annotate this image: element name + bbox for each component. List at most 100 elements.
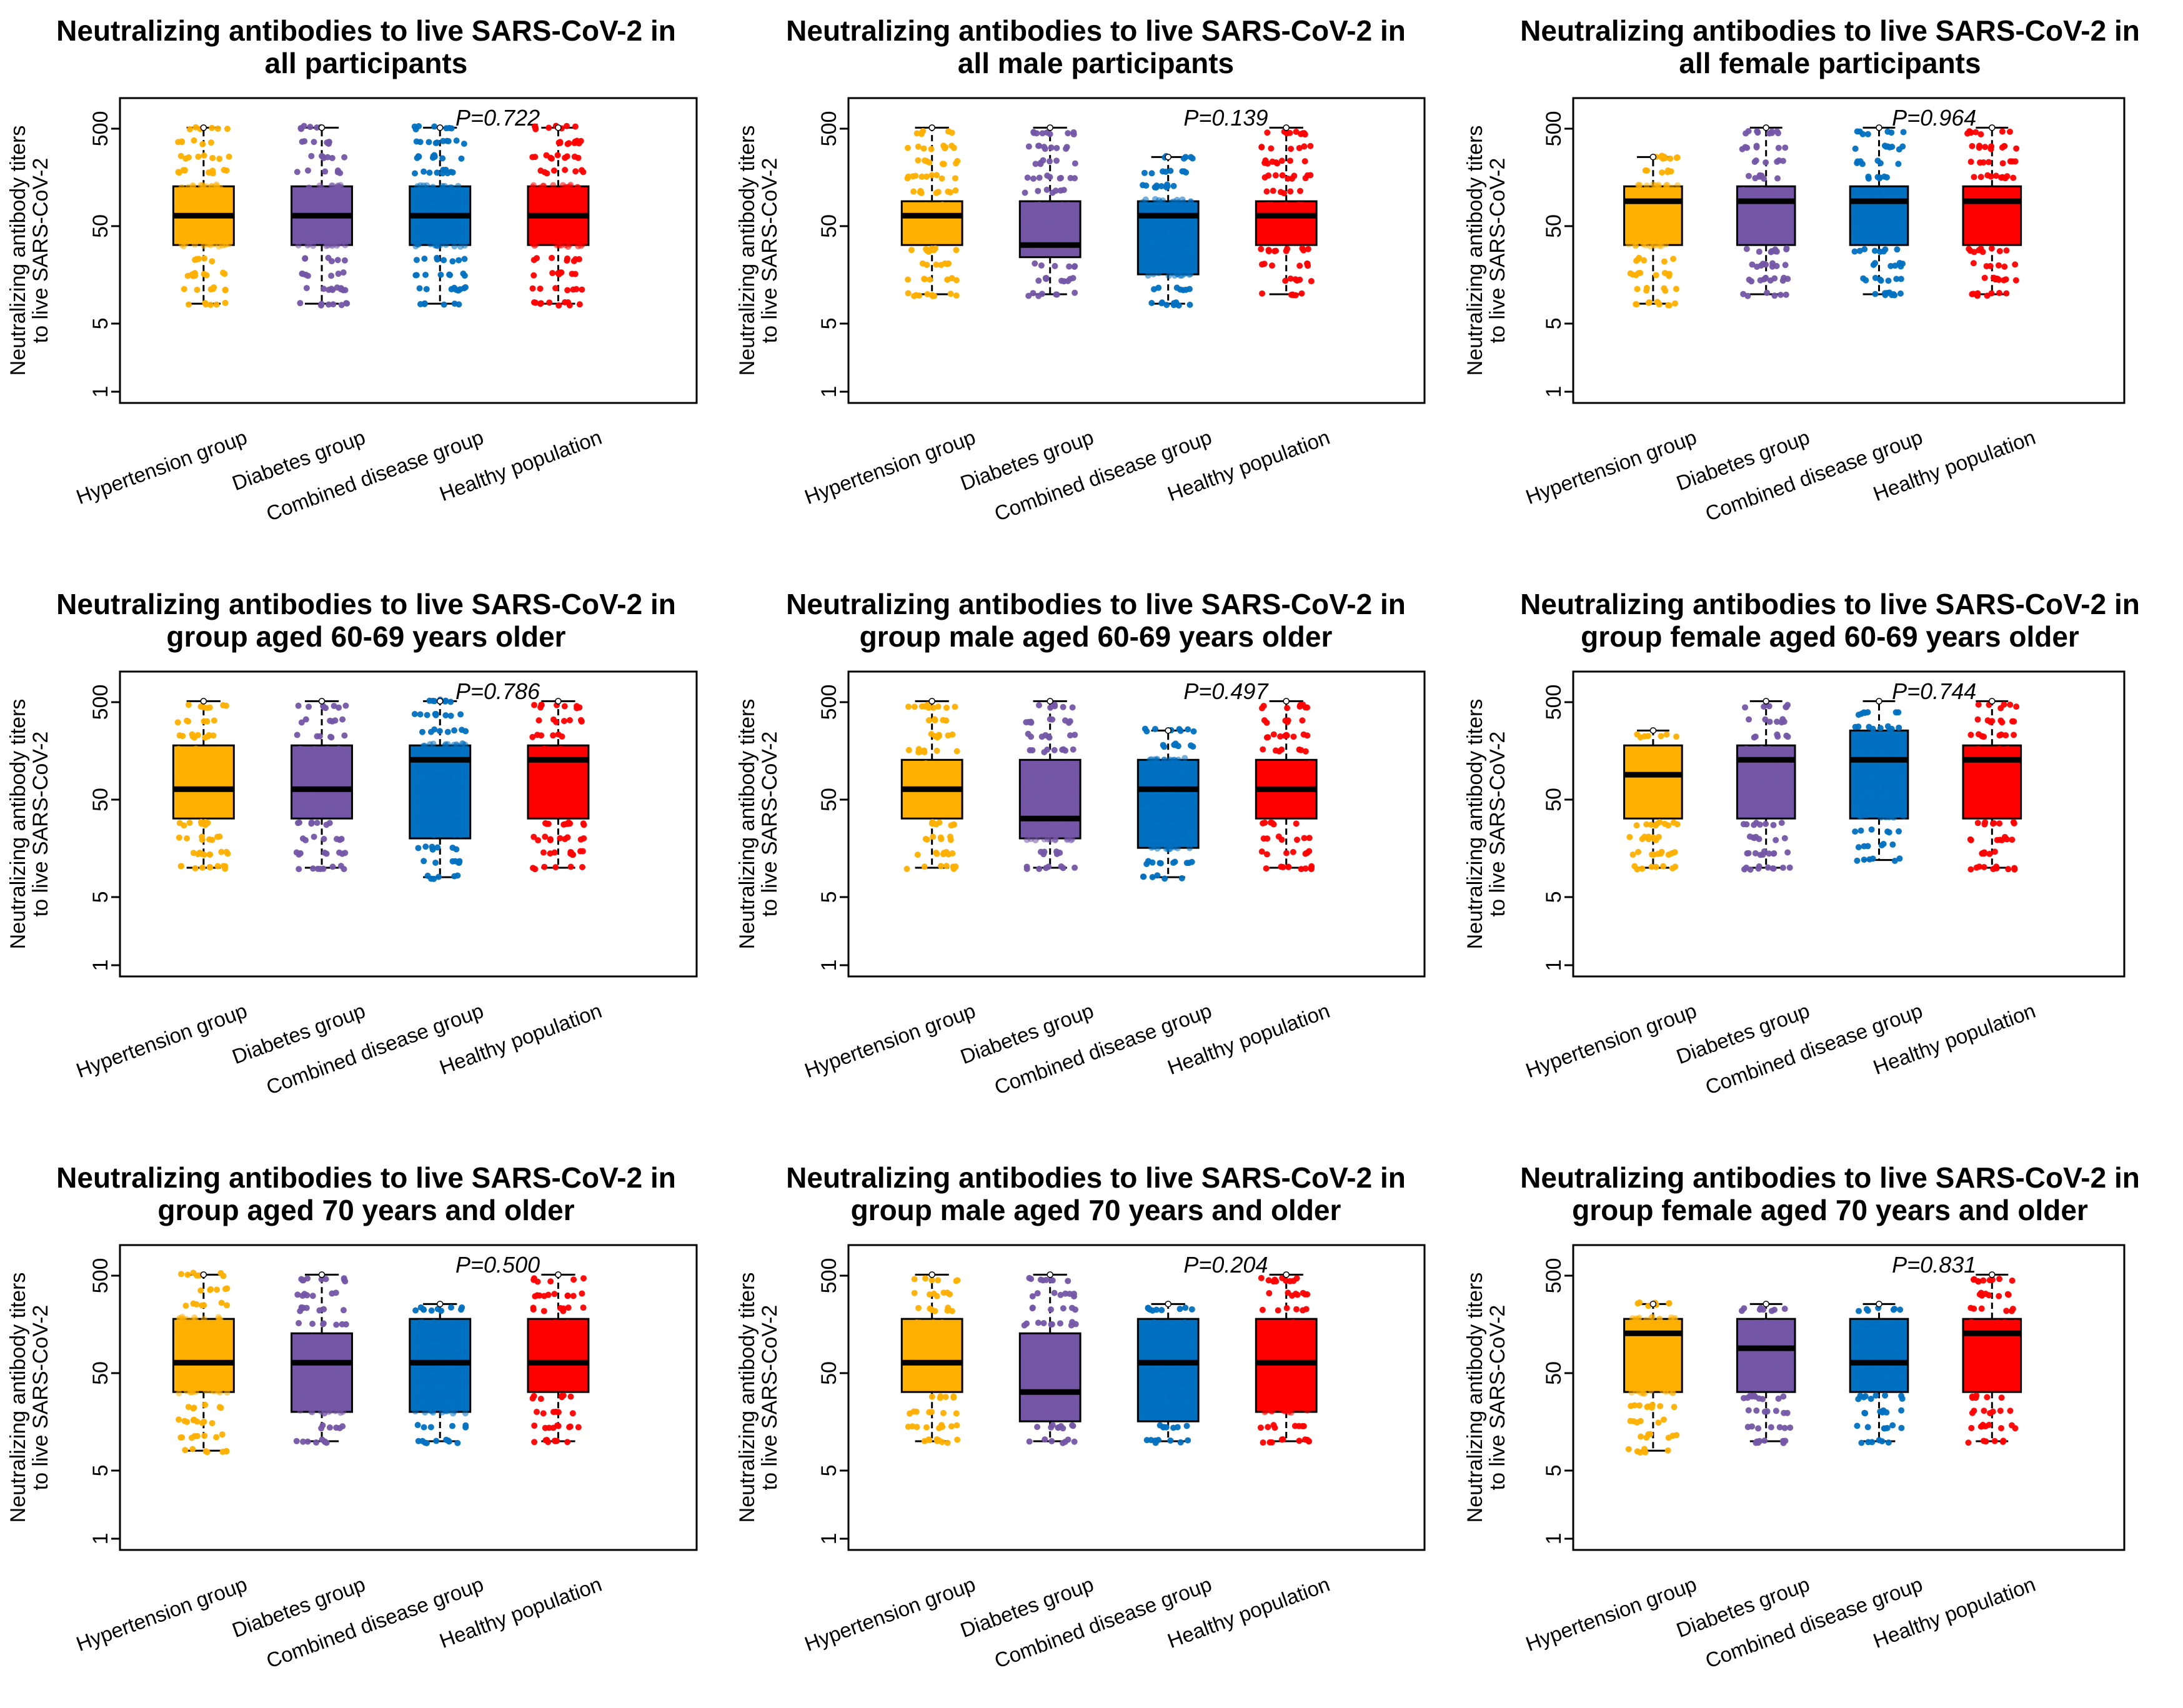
data-point [1672,1345,1679,1352]
data-point [1754,1351,1761,1358]
data-point [948,202,955,209]
data-point [413,272,420,279]
data-point [1260,775,1266,782]
data-point [1161,757,1168,763]
data-point [299,271,306,277]
data-point [460,141,467,147]
plot-frame [119,97,698,404]
data-point [449,1394,456,1401]
data-point [1756,1379,1763,1386]
data-point [1286,157,1293,164]
data-point [1040,851,1047,858]
data-point [918,190,925,197]
data-point [446,271,453,278]
data-point [207,302,214,309]
data-point [565,1304,572,1311]
data-point [296,1320,302,1327]
data-point [1043,1408,1050,1415]
data-point [1986,775,1993,782]
data-point [1898,798,1905,805]
data-point [454,1439,461,1446]
data-point [189,1446,196,1452]
data-point [561,777,568,783]
data-point [554,1437,560,1444]
data-point [1856,128,1863,135]
data-point [940,776,947,783]
data-point [191,1314,198,1321]
data-point [440,137,447,144]
data-point [1288,1394,1295,1401]
data-point [316,1335,322,1342]
data-point [226,153,232,160]
data-point [550,1409,557,1416]
p-value: P=0.744 [1892,678,1976,704]
data-point [1053,157,1060,164]
data-point [1296,262,1303,269]
data-point [298,1305,305,1312]
data-point [530,1366,537,1373]
data-point [216,748,222,755]
y-tick-label-wrap: 500 [1542,111,1566,147]
data-point [1869,785,1876,792]
data-point [1257,1424,1264,1431]
data-point [1896,811,1902,818]
data-point [1884,1335,1891,1342]
data-point [1287,276,1294,282]
data-point [1752,175,1759,182]
data-point [181,167,188,174]
data-point [1037,1336,1043,1343]
panel-title-line1: Neutralizing antibodies to live SARS-CoV… [56,1161,676,1194]
data-point [538,702,545,708]
data-point [181,790,187,797]
data-point [566,1322,573,1329]
data-point [1766,202,1773,209]
data-point [530,182,537,189]
data-point [1750,834,1757,841]
data-point [1991,1379,1998,1386]
data-point [1022,1349,1029,1356]
data-point [321,1409,327,1416]
data-point [1259,1378,1266,1385]
data-point [1275,1319,1281,1326]
data-point [567,863,574,870]
data-point [1988,245,1995,252]
data-point [179,1344,186,1351]
data-point [1175,828,1181,835]
data-point [1669,1432,1676,1439]
data-point [1967,836,1974,843]
data-point [1283,247,1290,254]
data-point [431,123,438,130]
data-point [454,872,461,879]
data-point [1022,189,1028,196]
data-point [530,241,537,247]
data-point [217,1404,224,1411]
data-point [1768,1308,1775,1314]
data-point [1297,187,1304,194]
data-point [298,1276,305,1283]
data-point [1772,246,1779,253]
data-point [452,1378,459,1385]
data-point [201,1432,208,1439]
data-point [537,300,544,307]
data-point [2011,718,2017,725]
data-point [1051,747,1058,753]
data-point [1264,160,1271,167]
data-point [2000,188,2007,195]
data-point [1065,1436,1072,1443]
plot-frame [119,1244,698,1551]
data-point [927,762,934,768]
data-point [2013,1381,2020,1388]
data-point [953,1278,960,1284]
data-point [914,1366,921,1373]
data-point [953,247,960,254]
data-point [1861,246,1868,252]
data-point [1062,1336,1068,1343]
data-point [1666,271,1673,277]
data-point [1190,1320,1196,1327]
data-point [317,227,324,234]
data-point [1753,1407,1760,1414]
data-point [210,226,217,233]
data-point [449,169,456,176]
data-point [1174,1424,1181,1431]
data-point [545,124,552,131]
